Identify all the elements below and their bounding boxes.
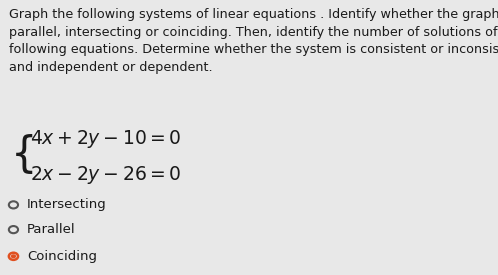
Circle shape	[11, 254, 16, 258]
Text: Graph the following systems of linear equations . Identify whether the graph is
: Graph the following systems of linear eq…	[9, 8, 498, 74]
Text: Parallel: Parallel	[27, 223, 76, 236]
Text: $2x - 2y - 26 = 0$: $2x - 2y - 26 = 0$	[30, 164, 182, 186]
Text: $4x + 2y - 10 = 0$: $4x + 2y - 10 = 0$	[30, 128, 182, 150]
Text: $\{$: $\{$	[10, 132, 33, 176]
Text: Intersecting: Intersecting	[27, 198, 107, 211]
Text: Coinciding: Coinciding	[27, 250, 97, 263]
